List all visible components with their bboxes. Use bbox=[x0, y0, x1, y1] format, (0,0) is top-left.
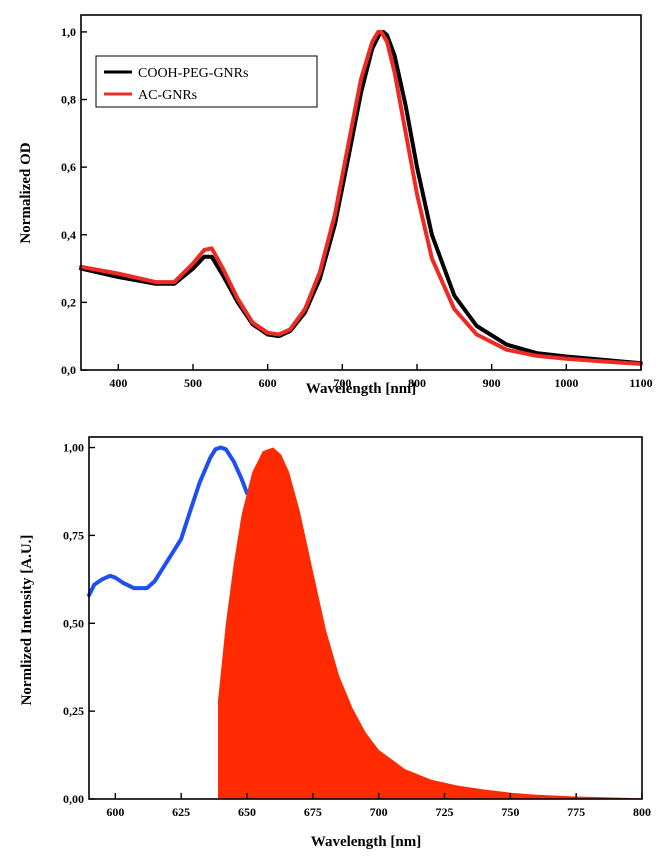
x-tick-label-1-3: 675 bbox=[304, 805, 322, 819]
y-tick-label-0-1: 0,2 bbox=[61, 295, 76, 309]
legend-box bbox=[95, 55, 318, 108]
x-tick-label-1-2: 650 bbox=[238, 805, 256, 819]
x-tick-label-1-0: 600 bbox=[106, 805, 124, 819]
absorbance-legend: COOH-PEG-GNRs AC-GNRs bbox=[95, 55, 318, 108]
absorbance-plot-frame bbox=[80, 14, 642, 371]
x-tick-label-1-7: 775 bbox=[567, 805, 585, 819]
legend-label-cooh-peg-gnrs: COOH-PEG-GNRs bbox=[138, 66, 248, 81]
series-line-1-0 bbox=[87, 445, 249, 598]
x-tick-label-1-8: 800 bbox=[633, 805, 651, 819]
legend-label-ac-gnrs: AC-GNRs bbox=[138, 88, 197, 103]
y-tick-label-1-2: 0,50 bbox=[63, 616, 84, 630]
x-tick-label-0-1: 500 bbox=[184, 376, 202, 390]
y-tick-label-0-0: 0,0 bbox=[61, 363, 76, 377]
series-area-1-1 bbox=[218, 447, 642, 799]
x-tick-label-1-6: 750 bbox=[501, 805, 519, 819]
absorbance-x-axis-title: Wavelength [nm] bbox=[306, 381, 416, 397]
absorbance-y-axis-title: Normalized OD bbox=[18, 142, 34, 243]
absorbance-ticks: 400 500 600 700 800 900 1000 1100 0,0 0,2 0,4 0,6 0,… bbox=[61, 25, 653, 390]
y-tick-label-0-4: 0,8 bbox=[61, 93, 76, 107]
y-tick-label-1-1: 0,25 bbox=[63, 704, 84, 718]
y-tick-label-1-0: 0,00 bbox=[63, 792, 84, 806]
absorbance-chart: 400 500 600 700 800 900 1000 1100 0,0 0,2 0,4 0,6 0,… bbox=[18, 14, 653, 397]
x-tick-label-0-5: 900 bbox=[483, 376, 501, 390]
y-tick-label-0-3: 0,6 bbox=[61, 160, 76, 174]
series-line-0-0 bbox=[79, 29, 643, 366]
x-tick-label-0-3: 700 bbox=[333, 376, 351, 390]
y-tick-label-1-4: 1,00 bbox=[63, 441, 84, 455]
y-tick-label-0-5: 1,0 bbox=[61, 25, 76, 39]
fluorescence-chart: 600 625 650 675 700 725 750 775 800 0,00 0,25 0,50 0… bbox=[19, 436, 651, 850]
fluorescence-plot-data bbox=[87, 445, 642, 799]
x-tick-label-0-6: 1000 bbox=[554, 376, 578, 390]
x-tick-label-1-1: 625 bbox=[172, 805, 190, 819]
fluorescence-plot-frame bbox=[88, 436, 643, 800]
series-line-0-1 bbox=[79, 29, 643, 366]
fluorescence-x-axis-title: Wavelength [nm] bbox=[311, 834, 421, 850]
fluorescence-y-axis-title: Normlized Intensity [A.U.] bbox=[19, 535, 35, 706]
x-tick-label-0-7: 1100 bbox=[629, 376, 652, 390]
x-tick-label-1-5: 725 bbox=[436, 805, 454, 819]
x-tick-label-0-4: 800 bbox=[408, 376, 426, 390]
x-tick-label-1-4: 700 bbox=[370, 805, 388, 819]
fluorescence-ticks: 600 625 650 675 700 725 750 775 800 0,00 0,25 0,50 0… bbox=[63, 441, 651, 819]
x-tick-label-0-2: 600 bbox=[259, 376, 277, 390]
absorbance-plot-data bbox=[79, 29, 643, 366]
y-tick-label-0-2: 0,4 bbox=[61, 228, 76, 242]
x-tick-label-0-0: 400 bbox=[109, 376, 127, 390]
y-tick-label-1-3: 0,75 bbox=[63, 528, 84, 542]
